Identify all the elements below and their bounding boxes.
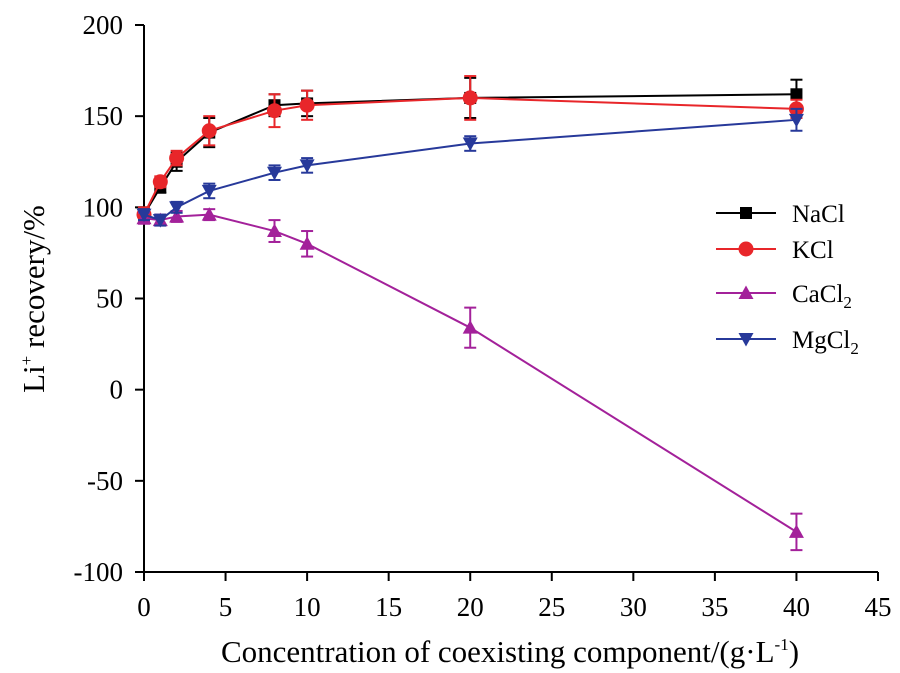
data-point [299, 236, 315, 250]
y-tick-label: 0 [110, 375, 124, 405]
data-point [462, 320, 478, 334]
x-tick-label: 45 [865, 592, 892, 622]
data-point [266, 166, 282, 181]
data-point [790, 88, 803, 101]
x-axis-title: Concentration of coexisting component/(g… [221, 634, 799, 669]
y-tick-label: 150 [83, 101, 124, 131]
data-point [169, 201, 185, 215]
legend: NaCl KCl CaCl2 MgCl2 [716, 201, 859, 358]
legend-item-kcl: KCl [716, 237, 834, 264]
x-tick-label: 5 [219, 592, 233, 622]
axes: 0 5 10 15 20 25 30 35 40 45 -100 -50 0 50 100 150 200 [74, 10, 892, 622]
x-tick-label: 20 [457, 592, 484, 622]
y-tick-label: -50 [87, 466, 123, 496]
series-cacl2 [136, 207, 804, 552]
legend-marker [740, 207, 752, 219]
data-point [266, 223, 282, 238]
legend-label: CaCl2 [792, 281, 852, 312]
data-point [201, 207, 217, 221]
data-point [169, 208, 185, 223]
data-point [299, 159, 315, 173]
y-axis-title: Li+ recovery/% [16, 205, 51, 393]
legend-item-nacl: NaCl [716, 201, 845, 228]
legend-label: NaCl [792, 201, 845, 228]
data-point [266, 103, 282, 119]
data-point [788, 524, 804, 538]
legend-item-mgcl2: MgCl2 [716, 327, 859, 358]
legend-item-cacl2: CaCl2 [716, 281, 852, 312]
data-point [462, 90, 478, 106]
data-point [201, 184, 217, 199]
legend-label: MgCl2 [792, 327, 859, 358]
data-point [136, 208, 152, 223]
y-tick-label: 200 [83, 10, 124, 40]
x-tick-label: 40 [783, 592, 810, 622]
x-tick-label: 35 [701, 592, 728, 622]
data-point [299, 97, 315, 113]
data-point [462, 137, 478, 152]
series-kcl [136, 75, 804, 223]
series-mgcl2 [136, 107, 804, 228]
x-tick-label: 10 [294, 592, 321, 622]
legend-marker [738, 285, 754, 299]
x-tick-label: 30 [620, 592, 647, 622]
legend-marker [738, 333, 754, 347]
data-point [788, 113, 804, 128]
legend-label: KCl [792, 237, 834, 264]
y-tick-label: 100 [83, 192, 124, 222]
series-line [143, 118, 797, 222]
y-tick-label: -100 [74, 557, 124, 587]
series-line [143, 213, 797, 533]
x-tick-label: 15 [375, 592, 402, 622]
x-tick-label: 0 [137, 592, 151, 622]
data-point [152, 174, 168, 190]
y-tick-label: 50 [96, 284, 123, 314]
series-layer [136, 75, 804, 552]
legend-marker [738, 241, 754, 257]
data-point [152, 214, 168, 228]
data-point [169, 150, 185, 166]
x-tick-label: 25 [538, 592, 565, 622]
data-point [201, 123, 217, 139]
